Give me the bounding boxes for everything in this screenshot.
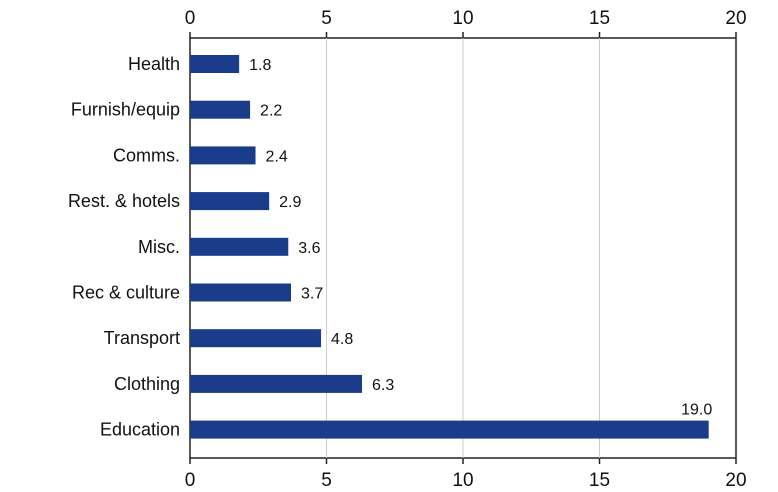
bottom-tick-label-20: 20	[725, 470, 746, 491]
category-label-clothing: Clothing	[114, 374, 180, 394]
category-label-comms: Comms.	[113, 145, 180, 165]
bar-rest-hotels	[190, 192, 270, 211]
data-label-education: 19.0	[681, 402, 712, 419]
data-label-health: 1.8	[249, 57, 271, 74]
bar-health	[190, 55, 240, 73]
bottom-tick-label-5: 5	[321, 470, 332, 491]
data-label-furnish-equip: 2.2	[260, 103, 282, 120]
bars	[190, 55, 709, 439]
top-axis-ticks: 0 5 10 15 20	[185, 8, 747, 38]
category-label-misc: Misc.	[138, 237, 180, 257]
top-tick-label-15: 15	[589, 8, 610, 29]
category-label-health: Health	[128, 54, 180, 74]
data-label-rest-hotels: 2.9	[279, 194, 301, 211]
data-label-comms: 2.4	[266, 148, 288, 165]
bar-education	[190, 420, 709, 439]
data-label-misc: 3.6	[298, 240, 320, 257]
top-tick-label-10: 10	[452, 8, 473, 29]
bar-misc	[190, 237, 289, 256]
bar-furnish-equip	[190, 100, 251, 119]
top-tick-label-0: 0	[185, 8, 196, 29]
bottom-axis-ticks: 0 5 10 15 20	[185, 458, 747, 491]
top-tick-label-20: 20	[725, 8, 746, 29]
data-labels: 1.8 2.2 2.4 2.9 3.6 3.7 4.8 6.3 19.0	[249, 57, 712, 419]
bar-rec-culture	[190, 283, 292, 302]
category-label-transport: Transport	[104, 328, 180, 348]
category-label-education: Education	[100, 420, 180, 440]
bar-clothing	[190, 374, 362, 393]
category-label-rest-hotels: Rest. & hotels	[68, 191, 180, 211]
category-labels: Health Furnish/equip Comms. Rest. & hotels M…	[68, 54, 180, 440]
data-label-rec-culture: 3.7	[301, 286, 323, 303]
data-label-transport: 4.8	[331, 331, 353, 348]
category-label-rec-culture: Rec & culture	[72, 283, 180, 303]
bottom-tick-label-10: 10	[452, 470, 473, 491]
bottom-tick-label-15: 15	[589, 470, 610, 491]
bar-comms	[190, 146, 256, 165]
bar-transport	[190, 329, 322, 348]
category-label-furnish-equip: Furnish/equip	[71, 100, 180, 120]
data-label-clothing: 6.3	[372, 377, 394, 394]
bottom-tick-label-0: 0	[185, 470, 196, 491]
top-tick-label-5: 5	[321, 8, 332, 29]
